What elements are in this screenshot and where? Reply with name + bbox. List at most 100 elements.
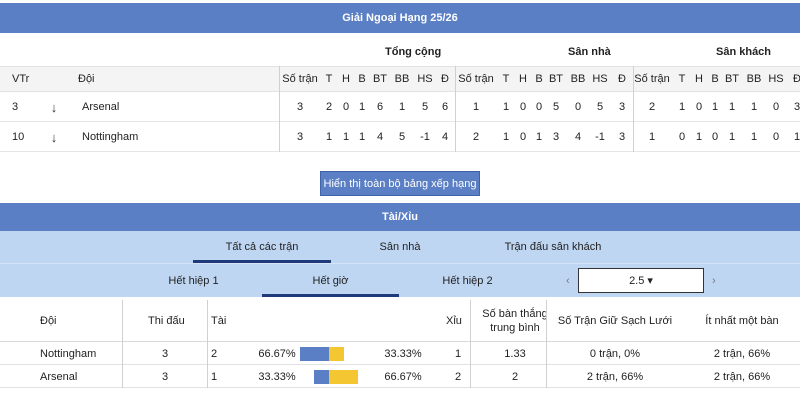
- home-pts: 3: [618, 131, 626, 143]
- total-played: 3: [296, 101, 304, 113]
- total-gf: 6: [376, 101, 384, 113]
- header-scored-at-least-one: Ít nhất một bàn: [705, 314, 779, 327]
- total-d: 0: [342, 101, 350, 113]
- avg-goals: 1.33: [504, 347, 526, 360]
- home-l: 1: [535, 131, 543, 143]
- home-played: 2: [472, 131, 480, 143]
- tab-away[interactable]: Trận đấu sân khách: [504, 241, 602, 253]
- header-w: T: [325, 73, 333, 85]
- home-w: 1: [502, 101, 510, 113]
- played-count: 3: [161, 370, 169, 383]
- header-l: B: [711, 73, 719, 85]
- away-l: 1: [711, 101, 719, 113]
- home-played: 1: [472, 101, 480, 113]
- header-played: Số trận: [634, 73, 670, 85]
- home-gd: 5: [596, 101, 604, 113]
- header-gf: BT: [372, 73, 388, 85]
- under-percent: 66.67%: [384, 370, 422, 383]
- rank: 10: [12, 131, 25, 143]
- header-avg-goals: Số bàn thắng trung bình: [482, 307, 548, 334]
- header-l: B: [535, 73, 543, 85]
- over-under-row: Arsenal 3 1 33.33% 66.67% 2 2 2 trận, 66% 2 trận…: [0, 366, 800, 388]
- away-w: 0: [678, 131, 686, 143]
- total-d: 1: [342, 131, 350, 143]
- away-gf: 1: [728, 101, 736, 113]
- header-pts: Đ: [618, 73, 626, 85]
- rank: 3: [12, 101, 19, 113]
- tab-first-half[interactable]: Hết hiệp 1: [168, 274, 219, 287]
- over-count: 1: [211, 370, 218, 383]
- tab-full-time[interactable]: Hết giờ: [262, 264, 399, 297]
- trend-down-icon: ↓: [50, 129, 58, 145]
- home-gf: 3: [552, 131, 560, 143]
- header-w: T: [502, 73, 510, 85]
- column-divider: [546, 300, 547, 388]
- standings-header-row: VTr Đội Số trận T H B BT BB HS Đ Số trận T H B BT BB H…: [0, 66, 800, 92]
- chevron-left-icon[interactable]: ‹: [566, 274, 570, 287]
- header-d: H: [342, 73, 350, 85]
- group-total-label: Tổng cộng: [385, 46, 442, 58]
- scored-at-least-one: 2 trận, 66%: [713, 347, 771, 360]
- goal-line-select[interactable]: 2.5 ▾: [578, 268, 704, 293]
- over-bar: [300, 347, 329, 361]
- header-d: H: [695, 73, 703, 85]
- away-gd: 0: [772, 101, 780, 113]
- header-under: Xỉu: [446, 314, 462, 327]
- away-w: 1: [678, 101, 686, 113]
- over-under-row: Nottingham 3 2 66.67% 33.33% 1 1.33 0 trận, 0% 2…: [0, 343, 800, 365]
- under-bar: [329, 370, 358, 384]
- header-team: Đội: [78, 73, 95, 85]
- tab-all-matches[interactable]: Tất cả các trận: [193, 231, 331, 263]
- chevron-right-icon[interactable]: ›: [712, 274, 716, 287]
- away-played: 1: [648, 131, 656, 143]
- show-full-standings-button[interactable]: Hiển thị toàn bộ bảng xếp hạng: [320, 171, 480, 196]
- column-divider: [470, 300, 471, 388]
- home-ga: 0: [574, 101, 582, 113]
- team-name: Nottingham: [82, 131, 139, 143]
- over-under-title: Tài/Xỉu: [0, 203, 800, 231]
- over-under-bar: [300, 347, 344, 361]
- away-gd: 0: [772, 131, 780, 143]
- header-gd: HS: [592, 73, 608, 85]
- total-w: 2: [325, 101, 333, 113]
- header-l: B: [358, 73, 366, 85]
- over-under-header-row: Đội Thi đấu Tài Xỉu Số bàn thắng trung b…: [0, 300, 800, 342]
- away-played: 2: [648, 101, 656, 113]
- total-l: 1: [358, 131, 366, 143]
- tab-home[interactable]: Sân nhà: [379, 241, 421, 253]
- header-played: Số trận: [282, 73, 318, 85]
- away-gf: 1: [728, 131, 736, 143]
- header-clean-sheets: Số Trận Giữ Sạch Lưới: [557, 314, 673, 327]
- team-name: Arsenal: [40, 370, 78, 383]
- scored-at-least-one: 2 trận, 66%: [713, 370, 771, 383]
- home-l: 0: [535, 101, 543, 113]
- away-pts: 3: [793, 101, 800, 113]
- total-gf: 4: [376, 131, 384, 143]
- away-d: 1: [695, 131, 703, 143]
- team-name: Arsenal: [82, 101, 120, 113]
- away-l: 0: [711, 131, 719, 143]
- column-divider: [455, 66, 456, 152]
- league-title: Giải Ngoại Hạng 25/26: [0, 3, 800, 33]
- tab-second-half[interactable]: Hết hiệp 2: [442, 274, 493, 287]
- header-gd: HS: [768, 73, 784, 85]
- under-count: 2: [454, 370, 462, 383]
- header-gf: BT: [548, 73, 564, 85]
- group-home-label: Sân nhà: [568, 46, 611, 58]
- header-played: Thi đấu: [148, 314, 185, 327]
- under-count: 1: [454, 347, 462, 360]
- home-d: 0: [519, 101, 527, 113]
- header-over: Tài: [211, 314, 227, 327]
- column-divider: [633, 66, 634, 152]
- total-played: 3: [296, 131, 304, 143]
- avg-goals: 2: [511, 370, 519, 383]
- clean-sheets: 2 trận, 66%: [586, 370, 644, 383]
- under-percent: 33.33%: [384, 347, 422, 360]
- away-d: 0: [695, 101, 703, 113]
- total-gd: 5: [421, 101, 429, 113]
- column-divider: [122, 300, 123, 388]
- over-percent: 33.33%: [258, 370, 296, 383]
- over-bar: [314, 370, 329, 384]
- header-pts: Đ: [441, 73, 449, 85]
- header-played: Số trận: [458, 73, 494, 85]
